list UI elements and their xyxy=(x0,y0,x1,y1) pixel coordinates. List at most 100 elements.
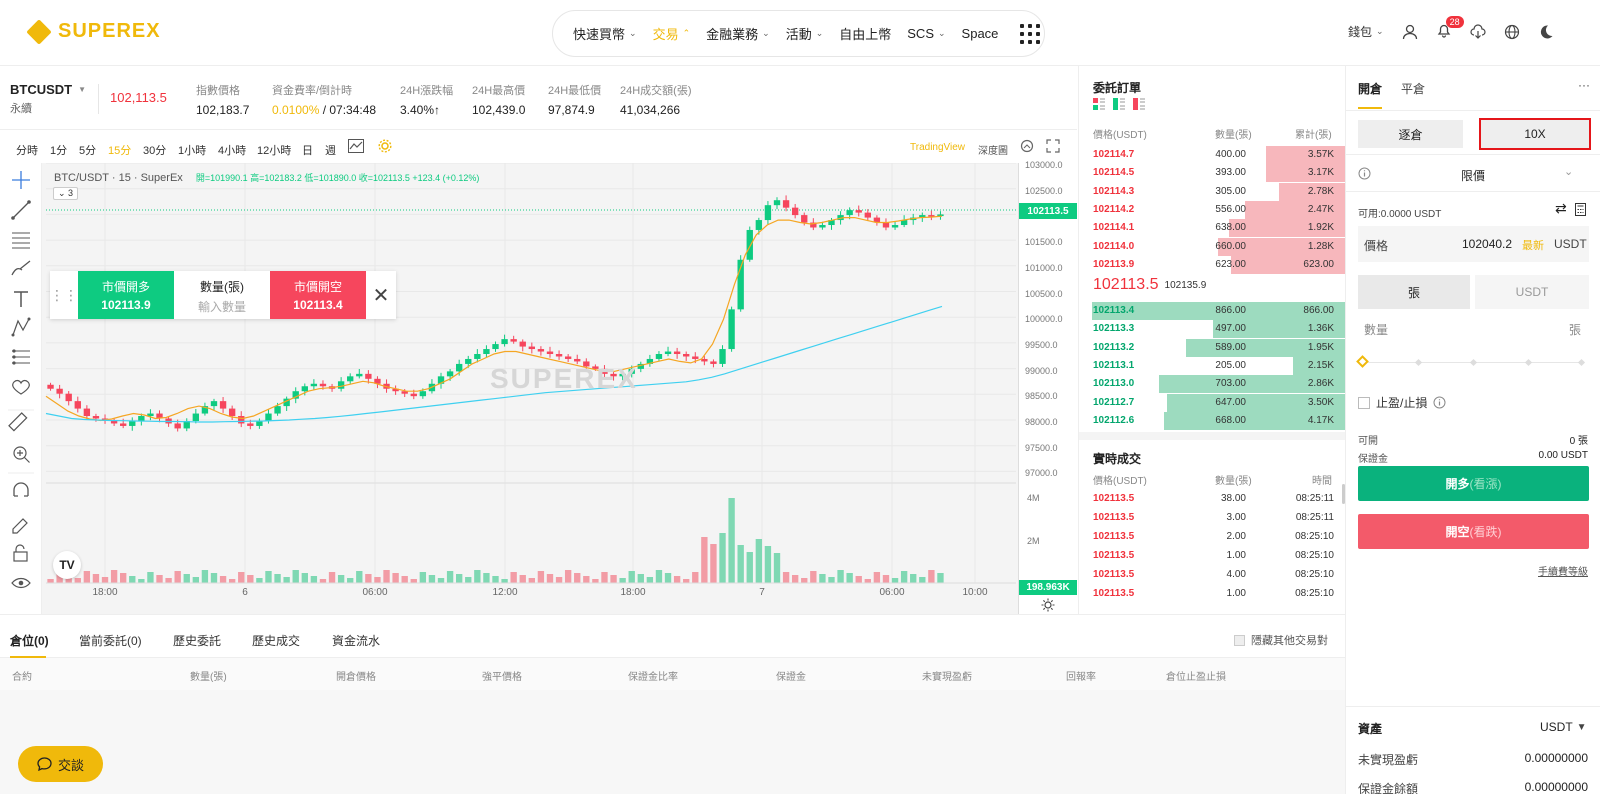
bid-row[interactable]: 102113.0 703.00 2.86K xyxy=(1079,375,1346,394)
tf-1m[interactable]: 1分 xyxy=(50,145,68,157)
chat-button[interactable]: 交談 xyxy=(18,746,103,782)
bid-row[interactable]: 102113.2 589.00 1.95K xyxy=(1079,338,1346,357)
tf-5m[interactable]: 5分 xyxy=(79,145,97,157)
bid-row[interactable]: 102113.1 205.00 2.15K xyxy=(1079,356,1346,375)
ask-row[interactable]: 102114.5 393.00 3.17K xyxy=(1079,164,1346,183)
trendline-icon[interactable] xyxy=(11,200,31,220)
tab-funding-flow[interactable]: 資金流水 xyxy=(332,634,381,648)
book-both-icon[interactable] xyxy=(1093,98,1105,110)
open-long-button[interactable]: 開多 (看漲) xyxy=(1358,466,1589,501)
ask-row[interactable]: 102114.2 556.00 2.47K xyxy=(1079,200,1346,219)
sun-icon[interactable] xyxy=(1041,598,1055,612)
transfer-icon[interactable]: ⇄ xyxy=(1555,200,1567,216)
bid-row[interactable]: 102113.4 866.00 866.00 xyxy=(1079,302,1346,320)
bid-row[interactable]: 102113.3 497.00 1.36K xyxy=(1079,320,1346,339)
market-sell-button[interactable]: 市價開空 102113.4 xyxy=(270,271,366,319)
ask-row[interactable]: 102114.0 660.00 1.28K xyxy=(1079,237,1346,256)
tf-4h[interactable]: 4小時 xyxy=(218,145,247,157)
tf-1d[interactable]: 日 xyxy=(302,145,313,157)
asset-currency-select[interactable]: USDT ▼ xyxy=(1540,720,1587,734)
chart-area[interactable]: 18:00 6 06:00 12:00 18:00 7 06:00 10:00 BTC/USD… xyxy=(0,163,1077,614)
tf-30m[interactable]: 30分 xyxy=(143,145,167,157)
notification-bell[interactable]: 28 xyxy=(1436,16,1464,41)
depth-chart-toggle[interactable]: 深度圖 xyxy=(978,146,1008,157)
fullscreen-icon[interactable] xyxy=(1046,139,1060,153)
brand-logo[interactable]: SUPEREX xyxy=(26,18,161,45)
tab-open-orders[interactable]: 當前委託(0) xyxy=(79,634,142,648)
drag-handle-icon[interactable]: ⋮⋮ xyxy=(50,286,78,303)
fee-level-link[interactable]: 手續費等級 xyxy=(1538,567,1588,578)
unit-contracts-button[interactable]: 張 xyxy=(1358,275,1470,309)
lock-pencil-icon[interactable] xyxy=(12,518,28,534)
download-icon[interactable] xyxy=(1470,23,1486,40)
nav-scs[interactable]: SCS ⌄ xyxy=(907,26,945,41)
close-icon[interactable]: ✕ xyxy=(372,284,390,307)
measure-lines-icon[interactable] xyxy=(12,349,30,365)
unit-usdt-button[interactable]: USDT xyxy=(1475,275,1589,309)
ask-row[interactable]: 102114.3 305.00 2.78K xyxy=(1079,182,1346,201)
zoom-in-icon[interactable] xyxy=(13,446,30,463)
hide-others-checkbox[interactable] xyxy=(1234,634,1245,646)
text-icon[interactable] xyxy=(14,291,28,307)
apps-grid-icon[interactable] xyxy=(1020,23,1041,44)
nav-space[interactable]: Space xyxy=(962,26,999,41)
lock-icon[interactable] xyxy=(13,544,28,562)
dark-mode-icon[interactable] xyxy=(1538,24,1554,40)
tab-trade-history[interactable]: 歷史成交 xyxy=(252,634,301,648)
ruler-icon[interactable] xyxy=(8,412,28,432)
info-icon[interactable] xyxy=(1358,167,1371,180)
tf-1h[interactable]: 1小時 xyxy=(178,145,207,157)
tf-line[interactable]: 分時 xyxy=(16,145,38,157)
indicators-icon[interactable] xyxy=(348,139,364,153)
snapshot-icon[interactable] xyxy=(1020,139,1034,153)
tradingview-toggle[interactable]: TradingView xyxy=(910,142,966,153)
price-input[interactable]: 價格 102040.2 最新 USDT xyxy=(1358,226,1589,262)
globe-icon[interactable] xyxy=(1504,24,1520,40)
scrollbar[interactable] xyxy=(1342,484,1345,504)
crosshair-icon[interactable] xyxy=(12,171,30,189)
nav-free-listing[interactable]: 自由上幣 xyxy=(839,24,891,43)
tpsl-checkbox[interactable] xyxy=(1358,396,1370,409)
nav-quick-buy[interactable]: 快速買幣 ⌄ xyxy=(573,24,637,43)
quick-qty-input[interactable]: 數量(張) 輸入數量 xyxy=(174,271,270,319)
nav-events[interactable]: 活動 ⌄ xyxy=(786,24,824,43)
tpsl-toggle[interactable]: 止盈/止損 xyxy=(1358,394,1446,411)
bid-row[interactable]: 102112.7 647.00 3.50K xyxy=(1079,393,1346,412)
leverage-button[interactable]: 10X xyxy=(1479,118,1591,150)
tf-12h[interactable]: 12小時 xyxy=(257,145,292,157)
indicators-collapse[interactable]: ⌄ 3 xyxy=(53,187,79,200)
book-bids-icon[interactable] xyxy=(1113,98,1125,110)
pair-selector[interactable]: BTCUSDT ▼ 永續 xyxy=(10,82,86,116)
latest-price-link[interactable]: 最新 xyxy=(1522,240,1544,252)
nav-trade[interactable]: 交易 ⌃ xyxy=(653,24,691,43)
info-icon[interactable] xyxy=(1433,396,1446,409)
ask-row[interactable]: 102113.9 623.00 623.00 xyxy=(1079,255,1346,274)
more-icon[interactable]: ··· xyxy=(1578,78,1590,92)
heart-icon[interactable] xyxy=(12,379,30,395)
tab-close-position[interactable]: 平倉 xyxy=(1401,82,1426,96)
order-type-select[interactable]: 限價 ⌄ xyxy=(1346,154,1600,192)
nav-finance[interactable]: 金融業務 ⌄ xyxy=(706,24,770,43)
price-axis[interactable]: 103000.0102500.0102000.0101500.0101000.0… xyxy=(1018,160,1077,614)
wallet-menu[interactable]: 錢包 ⌄ xyxy=(1348,23,1384,40)
bid-row[interactable]: 102112.6 668.00 4.17K xyxy=(1079,411,1346,430)
magnet-icon[interactable] xyxy=(13,482,29,497)
ask-row[interactable]: 102114.7 400.00 3.57K xyxy=(1079,146,1346,164)
market-buy-button[interactable]: 市價開多 102113.9 xyxy=(78,271,174,319)
qty-input[interactable]: 數量 張 xyxy=(1358,311,1589,345)
tab-order-history[interactable]: 歷史委託 xyxy=(173,634,222,648)
settings-icon[interactable] xyxy=(378,139,392,153)
open-short-button[interactable]: 開空 (看跌) xyxy=(1358,514,1589,549)
qty-slider[interactable] xyxy=(1356,353,1586,373)
tab-positions[interactable]: 倉位(0) xyxy=(10,634,49,648)
brush-icon[interactable] xyxy=(11,260,31,276)
hide-others-toggle[interactable]: 隱藏其他交易對 xyxy=(1234,632,1328,648)
calculator-icon[interactable] xyxy=(1575,203,1586,216)
eye-icon[interactable] xyxy=(11,577,31,589)
tf-1w[interactable]: 週 xyxy=(325,145,336,157)
user-icon[interactable] xyxy=(1402,24,1418,40)
pattern-icon[interactable] xyxy=(11,317,31,337)
tradingview-logo-icon[interactable]: TV xyxy=(53,551,81,579)
tf-15m[interactable]: 15分 xyxy=(108,145,132,157)
fib-icon[interactable] xyxy=(12,232,30,249)
